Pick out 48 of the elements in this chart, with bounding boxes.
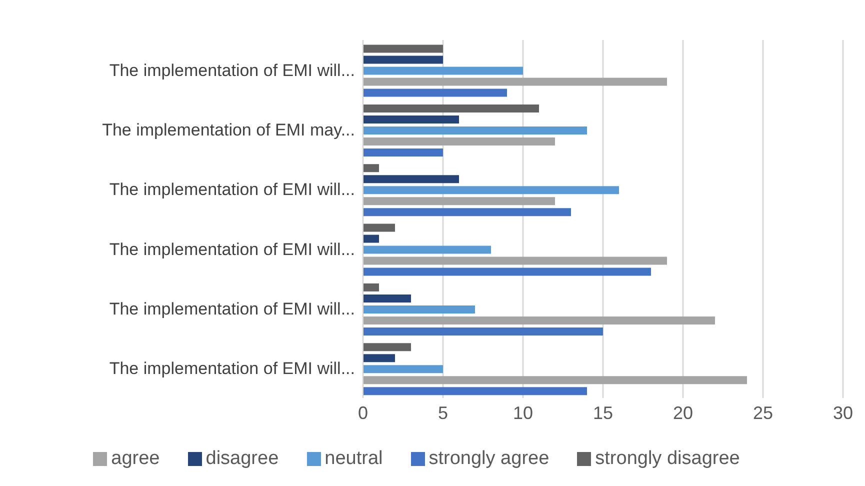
bar xyxy=(363,327,603,336)
bar xyxy=(363,197,555,206)
bar xyxy=(363,305,475,314)
x-tick-label: 15 xyxy=(592,402,614,423)
x-tick-label: 10 xyxy=(512,402,534,423)
bar xyxy=(363,104,539,112)
legend-label: neutral xyxy=(324,448,383,469)
bar xyxy=(363,175,459,184)
bar xyxy=(363,294,411,302)
y-tick-label: The implementation of EMI will... xyxy=(109,359,355,378)
bar xyxy=(363,256,667,265)
legend-label: strongly agree xyxy=(428,448,550,469)
x-tick-label: 0 xyxy=(358,402,368,423)
bar xyxy=(363,316,715,324)
bar xyxy=(363,234,379,243)
legend-label: strongly disagree xyxy=(595,448,740,469)
y-tick-label: The implementation of EMI may... xyxy=(102,120,355,140)
bar xyxy=(363,78,667,86)
y-tick-label: The implementation of EMI will... xyxy=(109,180,355,200)
x-tick-label: 30 xyxy=(832,402,854,423)
bar xyxy=(363,56,443,64)
bar xyxy=(363,208,571,216)
bar xyxy=(363,186,619,194)
legend-label: agree xyxy=(111,448,160,469)
legend-label: disagree xyxy=(206,448,279,469)
bar xyxy=(363,376,747,384)
bar xyxy=(363,164,379,172)
bar xyxy=(363,224,395,232)
y-tick-label: The implementation of EMI will... xyxy=(109,300,355,319)
bar xyxy=(363,283,379,292)
x-tick-label: 20 xyxy=(672,402,694,423)
bar xyxy=(363,387,587,396)
bar xyxy=(363,88,507,97)
y-tick-label: The implementation of EMI will... xyxy=(109,240,355,259)
bar xyxy=(363,365,443,374)
bar xyxy=(363,354,395,362)
bar xyxy=(363,44,443,53)
bar xyxy=(363,246,491,254)
bar xyxy=(363,148,443,156)
bar xyxy=(363,268,651,276)
bar xyxy=(363,115,459,124)
bar xyxy=(363,137,555,146)
bar xyxy=(363,66,523,75)
bar xyxy=(363,126,587,134)
bar xyxy=(363,343,411,352)
y-tick-label: The implementation of EMI will... xyxy=(109,60,355,80)
x-tick-label: 5 xyxy=(438,402,448,423)
x-tick-label: 25 xyxy=(752,402,774,423)
